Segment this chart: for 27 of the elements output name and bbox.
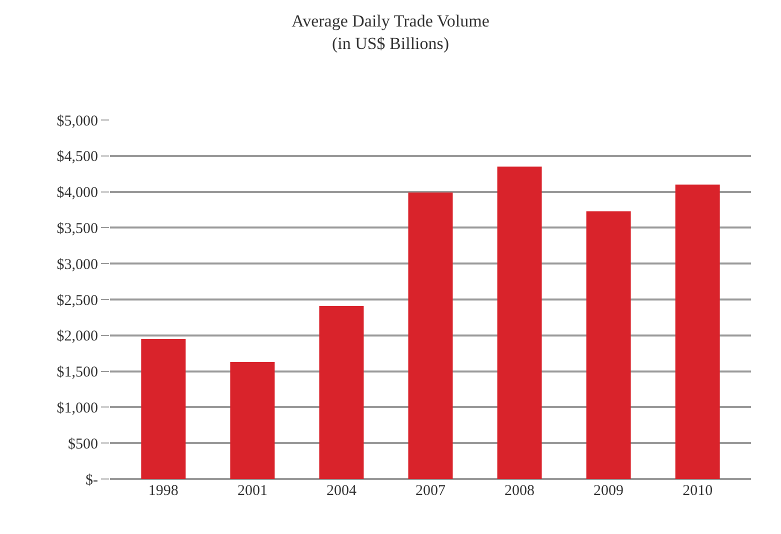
bar xyxy=(319,306,364,479)
y-tick-label: $1,500 xyxy=(56,364,98,381)
y-tick-label: $1,000 xyxy=(56,400,98,416)
x-tick-label: 2008 xyxy=(504,483,535,499)
bar xyxy=(586,211,631,479)
chart-title: Average Daily Trade Volume xyxy=(292,12,490,31)
x-tick-label: 1998 xyxy=(148,483,178,499)
y-tick-label: $4,500 xyxy=(56,149,98,166)
y-tick-label: $3,000 xyxy=(56,256,98,273)
y-tick-label: $- xyxy=(86,472,98,488)
chart-subtitle: (in US$ Billions) xyxy=(332,34,450,53)
bar xyxy=(141,338,186,479)
x-tick-label: 2004 xyxy=(326,483,357,499)
y-tick-label: $2,500 xyxy=(56,292,98,309)
y-tick-label: $4,000 xyxy=(56,185,98,202)
bar xyxy=(675,184,720,479)
bar xyxy=(408,192,453,479)
x-tick-label: 2010 xyxy=(682,483,713,499)
y-tick-label: $3,500 xyxy=(56,220,98,237)
y-tick-label: $500 xyxy=(68,436,98,452)
y-tick-label: $2,000 xyxy=(56,328,98,345)
bar xyxy=(230,362,275,479)
y-tick-label: $5,000 xyxy=(56,113,98,130)
x-tick-label: 2007 xyxy=(416,483,446,499)
x-tick-label: 2001 xyxy=(237,483,268,499)
x-tick-label: 2009 xyxy=(594,483,624,499)
bar xyxy=(497,166,542,479)
